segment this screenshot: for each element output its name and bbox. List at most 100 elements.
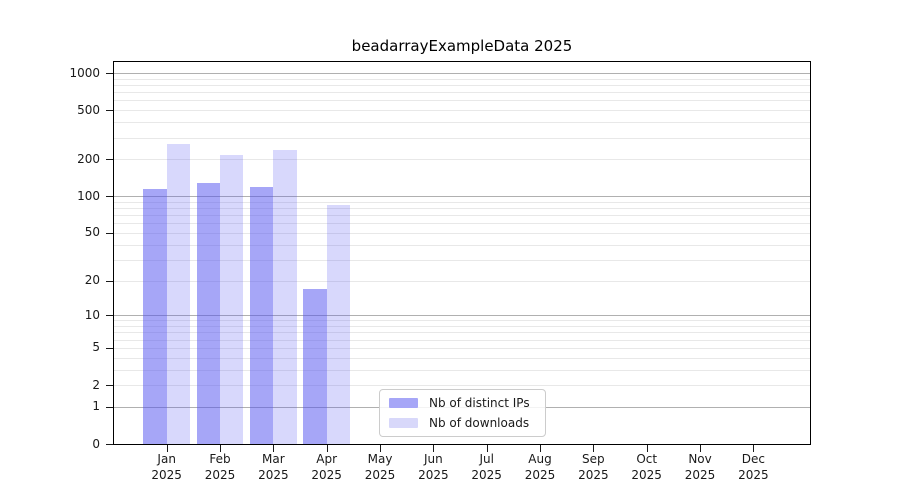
bar-downloads	[166, 144, 190, 444]
x-axis-tick	[380, 445, 382, 452]
x-axis-tick	[220, 445, 222, 452]
y-axis-label: 0	[92, 436, 100, 451]
minor-gridline	[114, 244, 810, 246]
minor-gridline	[114, 122, 810, 124]
minor-gridline	[114, 223, 810, 225]
x-axis-tick	[540, 445, 542, 452]
y-axis-tick	[106, 232, 113, 234]
y-axis-label: 50	[84, 225, 100, 240]
x-label-year: 2025	[364, 468, 396, 482]
x-label-month: Feb	[209, 452, 231, 466]
x-label-year: 2025	[631, 468, 662, 482]
y-axis-label: 10	[84, 307, 100, 322]
x-axis-label: Feb 2025	[184, 451, 256, 483]
y-axis-label: 500	[77, 102, 100, 117]
x-axis-label: Mar 2025	[237, 451, 309, 483]
major-gridline	[114, 196, 810, 198]
x-axis-tick	[486, 445, 488, 452]
x-axis-label: Jan 2025	[131, 451, 203, 483]
minor-gridline	[114, 339, 810, 341]
x-label-year: 2025	[738, 468, 769, 482]
minor-gridline	[114, 357, 810, 359]
x-label-month: Jan	[157, 452, 176, 466]
x-axis-tick	[700, 445, 702, 452]
minor-gridline	[114, 78, 810, 80]
legend-row-downloads: Nb of downloads	[389, 415, 536, 431]
legend-row-distinct-ips: Nb of distinct IPs	[389, 395, 536, 411]
y-axis-label: 100	[77, 188, 100, 203]
x-axis-tick	[646, 445, 648, 452]
y-axis-tick	[106, 159, 113, 161]
plot-area: Nb of distinct IPs Nb of downloads	[113, 61, 811, 445]
bar-distinct-ips	[196, 183, 221, 444]
bar-distinct-ips	[143, 188, 167, 444]
x-axis-label: Apr 2025	[291, 451, 363, 483]
x-axis-tick	[326, 445, 328, 452]
bar-downloads	[326, 204, 350, 444]
y-axis-label: 5	[92, 340, 100, 355]
minor-gridline	[114, 280, 810, 282]
minor-gridline	[114, 159, 810, 161]
x-label-month: Dec	[741, 452, 765, 466]
y-axis-label: 20	[84, 273, 100, 288]
x-axis-label: Jun 2025	[397, 451, 469, 483]
x-label-month: Jun	[423, 452, 443, 466]
x-label-month: Jul	[479, 452, 494, 466]
minor-gridline	[114, 320, 810, 322]
major-gridline	[114, 315, 810, 317]
x-axis-tick	[273, 445, 275, 452]
minor-gridline	[114, 232, 810, 234]
minor-gridline	[114, 347, 810, 349]
x-label-month: Nov	[688, 452, 712, 466]
x-axis-tick	[593, 445, 595, 452]
x-label-year: 2025	[471, 468, 502, 482]
x-axis-tick	[166, 445, 168, 452]
y-axis-label: 200	[77, 151, 100, 166]
y-axis-label: 1	[92, 399, 100, 414]
legend: Nb of distinct IPs Nb of downloads	[379, 389, 546, 437]
bar-downloads	[220, 155, 244, 444]
y-axis-tick	[106, 406, 113, 408]
x-label-month: May	[367, 452, 393, 466]
y-axis-label: 1000	[69, 65, 100, 80]
minor-gridline	[114, 326, 810, 328]
minor-gridline	[114, 100, 810, 102]
x-label-month: Sep	[582, 452, 605, 466]
legend-swatch-distinct-ips	[389, 398, 418, 408]
x-axis-label: Dec 2025	[717, 451, 789, 483]
minor-gridline	[114, 110, 810, 112]
x-label-month: Aug	[528, 452, 552, 466]
y-axis-tick	[106, 315, 113, 317]
minor-gridline	[114, 208, 810, 210]
x-label-year: 2025	[151, 468, 182, 482]
x-label-year: 2025	[258, 468, 289, 482]
minor-gridline	[114, 259, 810, 261]
minor-gridline	[114, 369, 810, 371]
minor-gridline	[114, 92, 810, 94]
y-axis-tick	[106, 385, 113, 387]
minor-gridline	[114, 215, 810, 217]
y-axis-tick	[106, 347, 113, 349]
x-label-year: 2025	[418, 468, 449, 482]
bar-distinct-ips	[250, 186, 274, 444]
bar-downloads	[273, 149, 297, 444]
x-axis-label: Nov 2025	[664, 451, 736, 483]
x-label-month: Apr	[316, 452, 338, 466]
y-axis-tick	[106, 196, 113, 198]
x-axis-tick	[433, 445, 435, 452]
x-axis-label: Jul 2025	[451, 451, 523, 483]
x-axis-label: Aug 2025	[504, 451, 576, 483]
x-label-year: 2025	[578, 468, 609, 482]
y-axis-tick	[106, 444, 113, 445]
x-label-month: Oct	[636, 452, 658, 466]
bar-distinct-ips	[303, 288, 327, 444]
major-gridline	[114, 73, 810, 75]
x-axis-label: May 2025	[344, 451, 416, 483]
x-axis-label: Oct 2025	[611, 451, 683, 483]
minor-gridline	[114, 85, 810, 87]
y-axis-tick	[106, 280, 113, 282]
y-axis-label: 2	[92, 377, 100, 392]
chart-title: beadarrayExampleData 2025	[351, 37, 573, 55]
x-label-month: Mar	[262, 452, 285, 466]
